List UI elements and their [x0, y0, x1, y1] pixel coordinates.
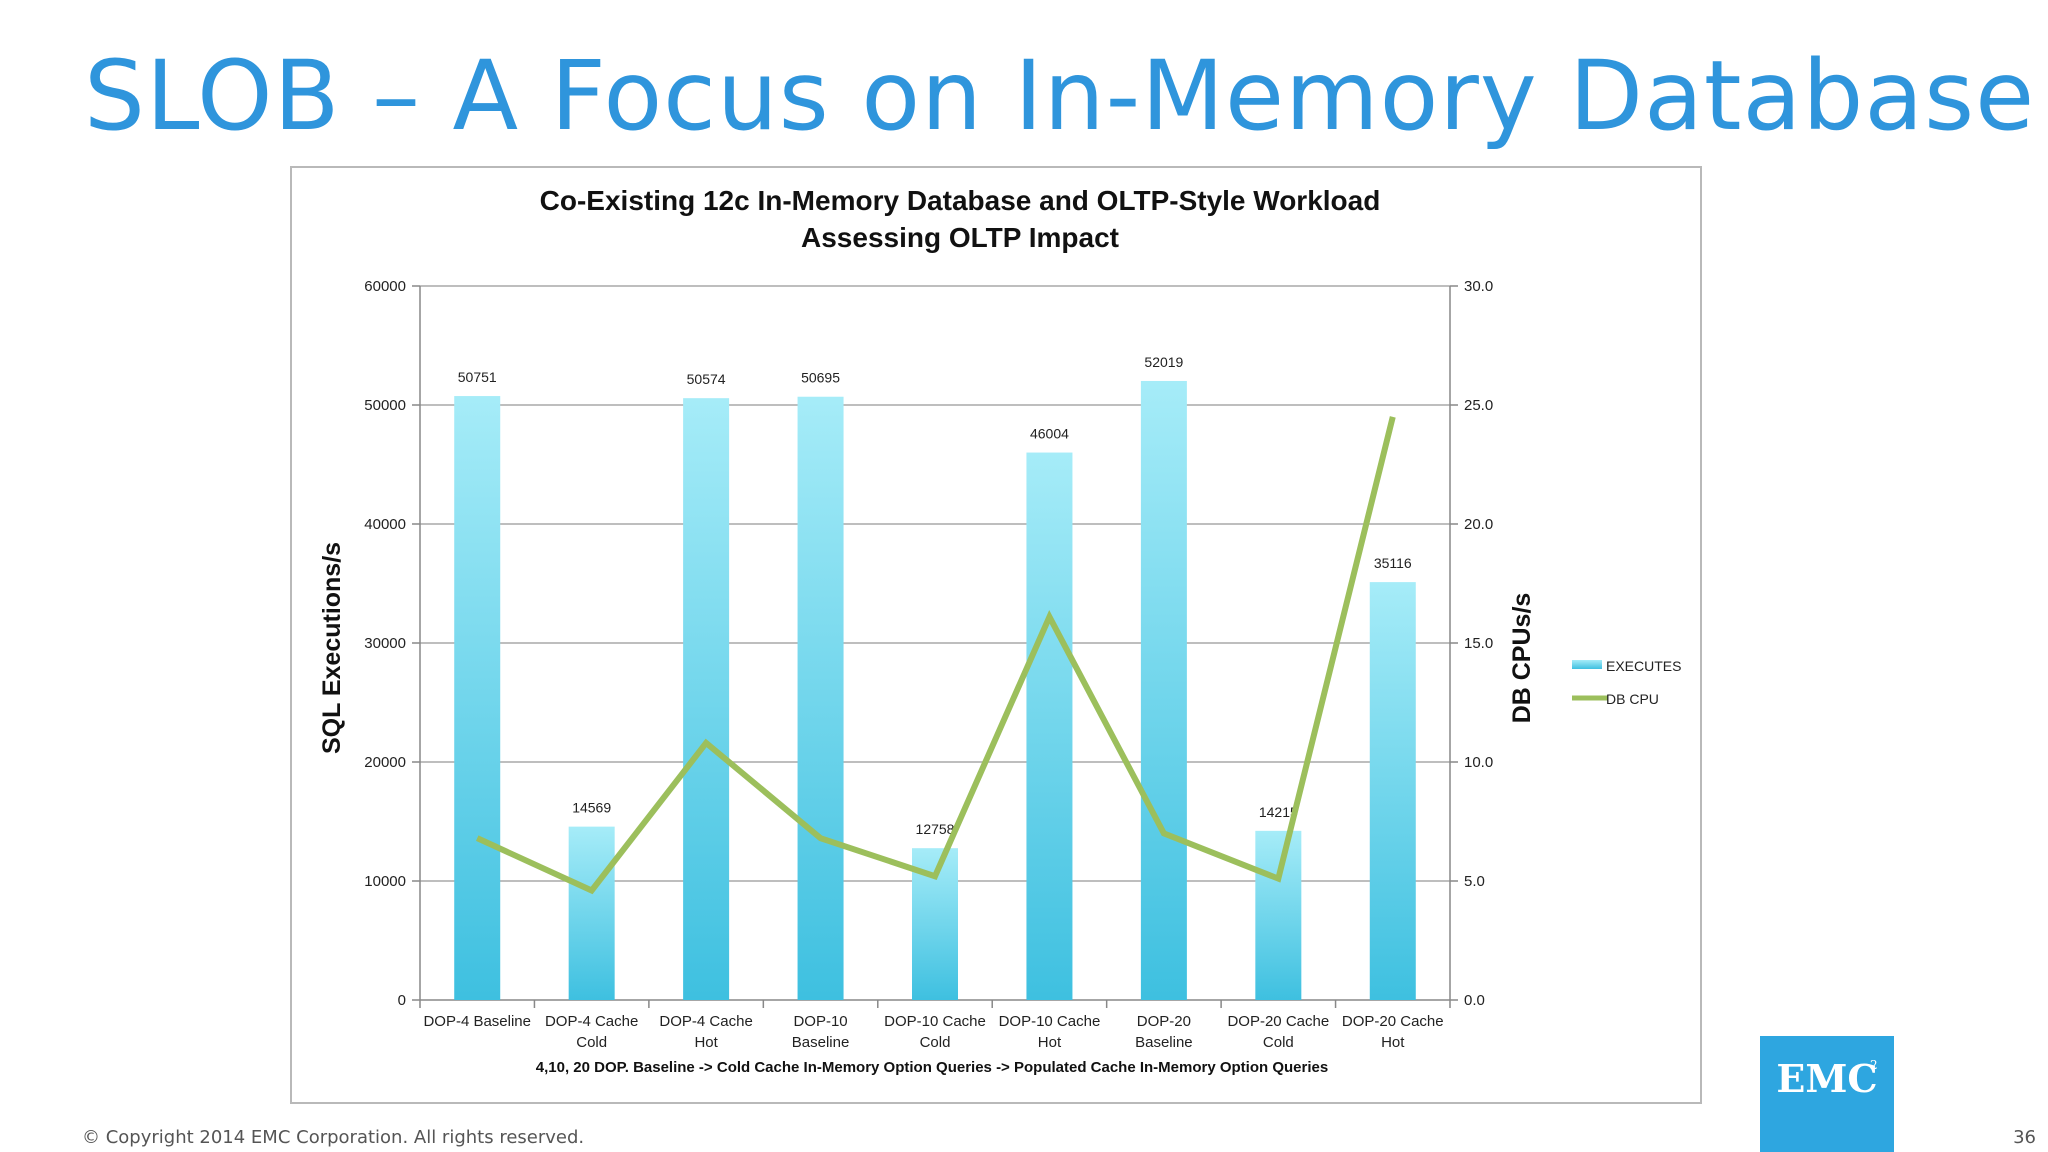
bar-executes [683, 398, 730, 1000]
x-category-label: Cold [1263, 1034, 1294, 1051]
x-category-label: DOP-4 Cache [659, 1013, 752, 1030]
bar-data-label: 50574 [687, 371, 726, 387]
x-category-label: DOP-10 [793, 1013, 847, 1030]
x-axis-label: 4,10, 20 DOP. Baseline -> Cold Cache In-… [536, 1059, 1328, 1076]
bar-executes [454, 396, 501, 1000]
x-category-label: Baseline [1135, 1034, 1193, 1051]
y2-tick-label: 15.0 [1464, 635, 1493, 652]
y-tick-label: 10000 [364, 873, 406, 890]
bar-executes [1255, 830, 1302, 1000]
bar-data-label: 12758 [916, 821, 955, 837]
y2-tick-label: 25.0 [1464, 397, 1493, 414]
legend-label-db-cpu: DB CPU [1606, 691, 1659, 707]
x-category-label: Hot [694, 1034, 718, 1051]
x-category-label: DOP-10 Cache [884, 1013, 986, 1030]
bar-data-label: 35116 [1374, 555, 1412, 571]
line-db-cpu [475, 416, 1396, 895]
y-tick-label: 50000 [364, 397, 406, 414]
chart-title-line-2: Assessing OLTP Impact [801, 222, 1119, 253]
bar-data-label: 14569 [572, 800, 611, 816]
bar-data-label: 50695 [801, 370, 840, 386]
x-category-label: DOP-4 Cache [545, 1013, 638, 1030]
x-category-label: Hot [1381, 1034, 1405, 1051]
y-tick-label: 40000 [364, 516, 406, 533]
bar-executes [1026, 452, 1073, 1001]
x-category-label: Hot [1038, 1034, 1062, 1051]
x-category-label: Cold [576, 1034, 607, 1051]
y-tick-label: 60000 [364, 278, 406, 295]
y-tick-label: 0 [398, 992, 406, 1009]
bar-executes [1369, 582, 1416, 1000]
chart-frame: Co-Existing 12c In-Memory Database and O… [290, 166, 1702, 1104]
page-number: 36 [2013, 1127, 2036, 1148]
y2-axis-label: DB CPUs/s [1508, 593, 1536, 724]
bar-data-label: 14215 [1259, 804, 1298, 820]
slide-title: SLOB – A Focus on In-Memory Database [84, 40, 2036, 152]
emc-logo: EMC 2 [1760, 1036, 1894, 1152]
y-axis-label: SQL Executions/s [318, 542, 346, 754]
bar-executes [568, 826, 615, 1000]
y2-tick-label: 10.0 [1464, 754, 1493, 771]
chart-svg: Co-Existing 12c In-Memory Database and O… [318, 185, 1681, 1076]
x-category-label: DOP-10 Cache [999, 1013, 1101, 1030]
y2-tick-label: 5.0 [1464, 873, 1485, 890]
x-category-label: DOP-20 [1137, 1013, 1191, 1030]
x-category-label: DOP-20 Cache [1227, 1013, 1329, 1030]
bar-data-label: 50751 [458, 369, 497, 385]
x-category-label: Cold [920, 1034, 951, 1051]
x-category-label: DOP-4 Baseline [423, 1013, 531, 1030]
bar-data-label: 46004 [1030, 426, 1069, 442]
y-tick-label: 20000 [364, 754, 406, 771]
x-category-label: DOP-20 Cache [1342, 1013, 1444, 1030]
y2-tick-label: 30.0 [1464, 278, 1493, 295]
y2-tick-label: 20.0 [1464, 516, 1493, 533]
bar-data-label: 52019 [1144, 354, 1183, 370]
chart-title-line-1: Co-Existing 12c In-Memory Database and O… [540, 185, 1381, 216]
x-category-label: Baseline [792, 1034, 850, 1051]
y2-tick-label: 0.0 [1464, 992, 1485, 1009]
emc-logo-text: EMC [1776, 1056, 1878, 1101]
bar-executes [797, 396, 844, 1000]
bar-executes [1140, 380, 1187, 1001]
legend-label-executes: EXECUTES [1606, 658, 1681, 674]
emc-logo-superscript: 2 [1870, 1058, 1878, 1072]
y-tick-label: 30000 [364, 635, 406, 652]
legend-swatch-executes [1572, 660, 1602, 669]
copyright-footer: © Copyright 2014 EMC Corporation. All ri… [82, 1127, 585, 1148]
